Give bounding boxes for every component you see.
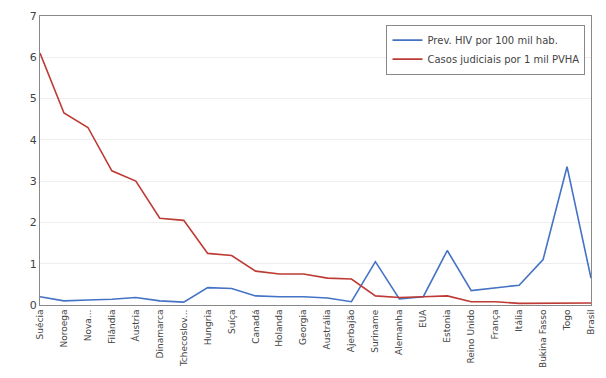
svg-text:Filândia: Filândia — [107, 310, 117, 344]
svg-text:Estonia: Estonia — [442, 310, 452, 343]
svg-text:Tchecoslov...: Tchecoslov... — [179, 310, 189, 368]
svg-text:Canadá: Canadá — [251, 310, 261, 344]
svg-text:Togo: Togo — [562, 309, 572, 331]
svg-text:Ajerbajão: Ajerbajão — [346, 309, 356, 352]
svg-text:Dinamarca: Dinamarca — [155, 310, 165, 359]
svg-text:1: 1 — [30, 258, 37, 271]
svg-text:Brasil: Brasil — [586, 310, 596, 335]
svg-text:3: 3 — [30, 175, 37, 188]
svg-text:Georgia: Georgia — [298, 310, 308, 345]
svg-text:Reino Unido: Reino Unido — [466, 309, 476, 363]
svg-text:Suriname: Suriname — [370, 309, 380, 353]
svg-text:Alemanha: Alemanha — [394, 310, 404, 355]
svg-text:5: 5 — [30, 92, 37, 105]
svg-text:7: 7 — [30, 10, 37, 23]
svg-text:Holanda: Holanda — [274, 310, 284, 347]
svg-text:Noroega: Noroega — [59, 310, 69, 348]
svg-text:Bukina Fasso: Bukina Fasso — [538, 309, 548, 368]
svg-text:Nova...: Nova... — [83, 310, 93, 342]
svg-text:Áustria: Áustria — [130, 310, 141, 342]
svg-text:Itália: Itália — [514, 310, 524, 332]
svg-text:Prev. HIV por 100 mil hab.: Prev. HIV por 100 mil hab. — [427, 35, 557, 46]
svg-text:0: 0 — [30, 299, 37, 312]
svg-text:EUA: EUA — [418, 309, 428, 328]
svg-text:2: 2 — [30, 216, 37, 229]
svg-text:Casos judiciais por 1 mil PVHA: Casos judiciais por 1 mil PVHA — [427, 54, 579, 65]
svg-text:Hungria: Hungria — [203, 310, 213, 346]
svg-text:Suíça: Suíça — [227, 310, 237, 334]
svg-text:4: 4 — [30, 134, 37, 147]
svg-text:França: França — [490, 310, 500, 340]
svg-text:Suécia: Suécia — [35, 310, 45, 340]
svg-text:6: 6 — [30, 51, 37, 64]
svg-text:Austrália: Austrália — [322, 310, 332, 350]
